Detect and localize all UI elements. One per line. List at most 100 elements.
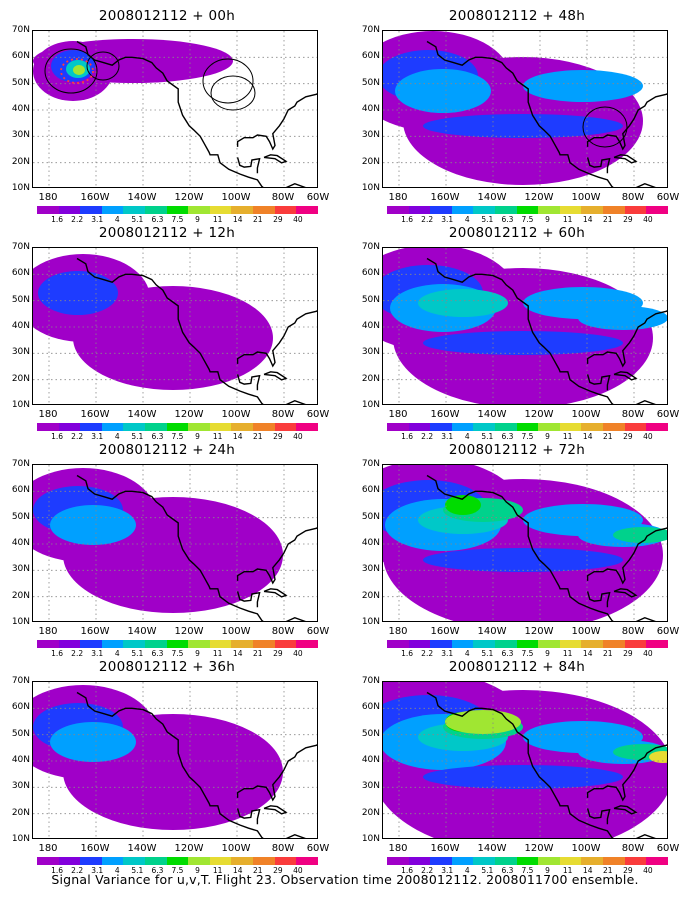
colorbar-label: 1.6 xyxy=(51,649,64,658)
coastline xyxy=(76,474,264,621)
latitude-label: 50N xyxy=(11,511,30,522)
observation-region-circle xyxy=(210,75,256,111)
colorbar-swatch xyxy=(80,423,102,431)
colorbar-label: 9 xyxy=(195,215,200,224)
coastline xyxy=(236,743,317,802)
colorbar-label: 7.5 xyxy=(171,649,184,658)
colorbar-swatch xyxy=(296,640,318,648)
colorbar-swatch xyxy=(559,206,582,214)
coastline xyxy=(613,371,638,381)
colorbar-label: 21 xyxy=(603,432,613,441)
longitude-label: 140W xyxy=(477,192,507,203)
map-canvas xyxy=(33,248,317,404)
coastline xyxy=(635,182,665,187)
colorbar-label: 21 xyxy=(253,432,263,441)
colorbar-swatch xyxy=(387,857,409,865)
colorbar-label: 9 xyxy=(195,866,200,875)
map-panel: 2008012112 + 48h 70N 60N 50N 40N 30N 20N 10N 180… xyxy=(352,8,682,225)
colorbar-swatch xyxy=(209,206,232,214)
coastline xyxy=(426,474,614,621)
signal-variance-map xyxy=(32,681,318,839)
latitude-label: 70N xyxy=(11,676,30,686)
flight-track-dotted xyxy=(60,58,94,84)
colorbar-label: 11 xyxy=(562,432,573,441)
colorbar-swatch xyxy=(37,857,59,865)
longitude-label: 80W xyxy=(621,626,645,637)
coastline xyxy=(586,157,611,174)
colorbar-swatch xyxy=(58,857,81,865)
longitude-label: 140W xyxy=(477,626,507,637)
colorbar-swatch xyxy=(123,640,146,648)
colorbar-label: 9 xyxy=(545,866,550,875)
colorbar-swatch xyxy=(516,640,539,648)
signal-variance-map xyxy=(382,247,668,405)
colorbar-labels: 1.6 2.2 3.1 4 5.1 6.3 7.5 9 11 14 21 29 40 xyxy=(387,215,668,225)
longitude-label: 80W xyxy=(621,409,645,420)
map-panel: 2008012112 + 36h 70N 60N 50N 40N 30N 20N 10N 180… xyxy=(2,659,332,875)
variance-contour xyxy=(418,289,508,317)
longitude-label: 180 xyxy=(38,626,58,637)
colorbar-label: 11 xyxy=(562,649,573,658)
coastline xyxy=(586,591,611,608)
colorbar-swatch xyxy=(451,206,474,214)
colorbar-swatch xyxy=(209,640,232,648)
variance-contour xyxy=(50,505,136,545)
colorbar-label: 7.5 xyxy=(171,215,184,224)
colorbar-label: 3.1 xyxy=(441,215,454,224)
map-panel: 2008012112 + 24h 70N 60N 50N 40N 30N 20N 10N 180… xyxy=(2,442,332,658)
colorbar-label: 1.6 xyxy=(51,432,64,441)
signal-variance-map xyxy=(32,247,318,405)
colorbar-label: 21 xyxy=(603,649,613,658)
colorbar-swatch xyxy=(101,206,124,214)
colorbar-swatch xyxy=(231,206,254,214)
colorbar-swatch xyxy=(58,640,81,648)
variance-contour xyxy=(445,710,521,734)
coastline xyxy=(236,591,261,608)
colorbar-label: 2.2 xyxy=(421,215,434,224)
observation-region-circle xyxy=(582,106,628,148)
colorbar-label: 5.1 xyxy=(131,866,144,875)
longitude-label: 160W xyxy=(430,626,460,637)
colorbar-label: 40 xyxy=(643,866,653,875)
panel-title: 2008012112 + 72h xyxy=(448,442,586,458)
latitude-label: 50N xyxy=(361,511,380,522)
colorbar-label: 29 xyxy=(623,215,633,224)
colorbar-label: 9 xyxy=(545,432,550,441)
colorbar-swatch xyxy=(624,857,647,865)
colorbar-swatch xyxy=(603,857,625,865)
colorbar-label: 29 xyxy=(623,649,633,658)
colorbar-label: 29 xyxy=(273,432,283,441)
colorbar-label: 4 xyxy=(114,215,120,224)
coastline xyxy=(76,40,264,187)
longitude-label: 60W xyxy=(656,192,680,203)
latitude-label: 60N xyxy=(11,485,30,496)
signal-variance-map xyxy=(382,681,668,839)
longitude-label: 120W xyxy=(174,843,204,854)
colorbar-label: 29 xyxy=(623,432,633,441)
longitude-label: 100W xyxy=(221,626,251,637)
colorbar-swatch xyxy=(430,423,452,431)
latitude-label: 40N xyxy=(11,321,30,331)
colorbar-label: 9 xyxy=(195,432,200,441)
longitude-label: 160W xyxy=(430,409,460,420)
colorbar-swatch xyxy=(188,423,210,431)
colorbar-swatch xyxy=(101,640,124,648)
coastline xyxy=(635,833,665,838)
coastline xyxy=(236,808,261,825)
latitude-label: 20N xyxy=(11,156,30,167)
colorbar xyxy=(387,423,668,431)
map-panel: 2008012112 + 60h 70N 60N 50N 40N 30N 20N 10N 180… xyxy=(352,225,682,441)
longitude-label: 180 xyxy=(388,843,408,854)
longitude-label: 120W xyxy=(174,409,204,420)
longitude-label: 140W xyxy=(477,843,507,854)
colorbar-swatch xyxy=(188,206,210,214)
colorbar-swatch xyxy=(123,857,146,865)
colorbar-swatch xyxy=(603,206,625,214)
figure-caption: Signal Variance for u,v,T. Flight 23. Ob… xyxy=(51,872,639,887)
colorbar-swatch xyxy=(603,423,625,431)
colorbar-label: 3.1 xyxy=(441,649,454,658)
colorbar-swatch xyxy=(101,857,124,865)
colorbar-swatch xyxy=(451,857,474,865)
colorbar-label: 1.6 xyxy=(401,432,414,441)
longitude-label: 60W xyxy=(306,843,330,854)
